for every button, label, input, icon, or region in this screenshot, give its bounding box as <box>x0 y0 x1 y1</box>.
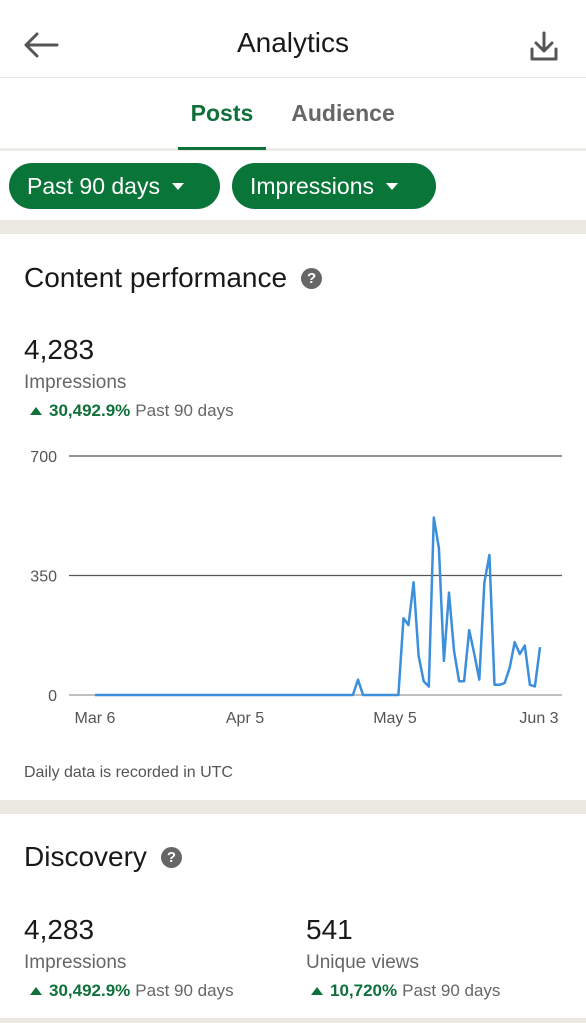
unique-views-trend: 10,720% Past 90 days <box>311 981 500 1001</box>
top-app-bar: Analytics <box>0 0 586 78</box>
download-button[interactable] <box>526 26 562 66</box>
period-filter-chip[interactable]: Past 90 days <box>9 163 220 209</box>
discovery-impressions-trend: 30,492.9% Past 90 days <box>30 981 234 1001</box>
impressions-value: 4,283 <box>24 334 95 365</box>
caret-down-icon <box>385 182 398 190</box>
discovery-title-text: Discovery <box>24 841 147 872</box>
caret-down-icon <box>171 182 184 190</box>
discovery-impressions-value: 4,283 <box>24 914 95 945</box>
arrow-left-icon <box>24 32 59 58</box>
trend-percent: 10,720% <box>330 981 398 1000</box>
tab-bar: Posts Audience <box>0 79 586 151</box>
y-tick-label: 0 <box>48 688 57 705</box>
section-divider <box>0 1018 586 1023</box>
download-icon <box>530 31 558 61</box>
trend-up-icon <box>30 987 42 995</box>
tab-posts[interactable]: Posts <box>178 100 266 150</box>
unique-views-value: 541 <box>306 914 353 945</box>
y-tick-label: 700 <box>30 449 57 466</box>
impressions-label: Impressions <box>24 372 127 393</box>
help-icon[interactable]: ? <box>160 846 182 868</box>
section-divider <box>0 220 586 234</box>
discovery-impressions-label: Impressions <box>24 952 127 973</box>
period-filter-label: Past 90 days <box>27 172 160 199</box>
trend-period: Past 90 days <box>402 981 501 1000</box>
metric-filter-label: Impressions <box>250 172 374 199</box>
trend-up-icon <box>30 407 42 415</box>
utc-footnote: Daily data is recorded in UTC <box>24 764 233 781</box>
trend-up-icon <box>311 987 323 995</box>
section-divider <box>0 800 586 814</box>
metric-filter-chip[interactable]: Impressions <box>232 163 436 209</box>
content-performance-title: Content performance ? <box>24 262 323 294</box>
impressions-trend: 30,492.9% Past 90 days <box>30 401 234 421</box>
unique-views-label: Unique views <box>306 952 419 973</box>
impressions-series-line <box>95 516 542 697</box>
trend-percent: 30,492.9% <box>49 401 131 420</box>
filter-bar: Past 90 days Impressions <box>0 152 586 220</box>
discovery-title: Discovery ? <box>24 841 182 873</box>
back-button[interactable] <box>20 26 62 64</box>
trend-period: Past 90 days <box>135 981 234 1000</box>
content-performance-title-text: Content performance <box>24 262 288 293</box>
x-tick-label: Jun 3 <box>519 710 558 727</box>
x-tick-label: Apr 5 <box>226 710 264 727</box>
trend-period: Past 90 days <box>135 401 234 420</box>
impressions-chart-svg: 0 350 700 Mar 6 Apr 5 May 5 Jun 3 <box>30 449 562 727</box>
trend-percent: 30,492.9% <box>49 981 131 1000</box>
help-icon[interactable]: ? <box>301 267 323 289</box>
tab-audience[interactable]: Audience <box>291 100 395 126</box>
y-tick-label: 350 <box>30 569 57 586</box>
x-tick-label: May 5 <box>373 710 417 727</box>
page-title: Analytics <box>236 27 350 58</box>
impressions-chart: 0 350 700 Mar 6 Apr 5 May 5 Jun 3 <box>0 440 586 730</box>
x-tick-label: Mar 6 <box>75 710 116 727</box>
